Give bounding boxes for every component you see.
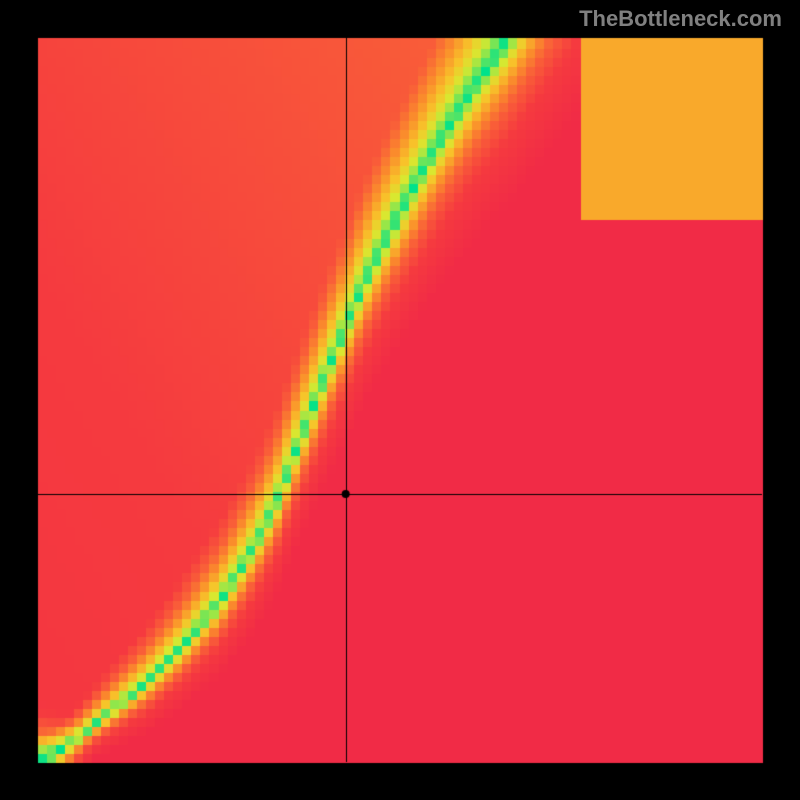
chart-container: TheBottleneck.com	[0, 0, 800, 800]
watermark-text: TheBottleneck.com	[579, 6, 782, 32]
bottleneck-heatmap	[0, 0, 800, 800]
